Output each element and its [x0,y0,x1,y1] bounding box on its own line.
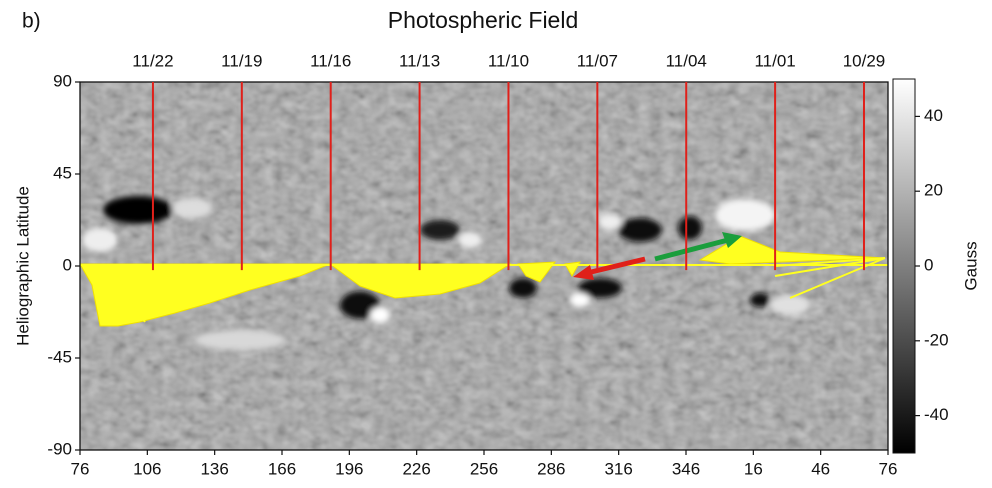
active-regions [82,196,810,350]
y-tick-label: -45 [47,347,72,366]
colorbar-tick-label: 0 [924,255,933,274]
x-tick-label: 136 [200,459,228,478]
x-tick-label: 226 [402,459,430,478]
date-marker-label: 10/29 [843,51,886,70]
field-map [80,82,888,450]
y-tick-label: 90 [53,71,72,90]
x-tick-label: 76 [879,459,898,478]
x-tick-label: 166 [268,459,296,478]
colorbar [892,78,916,454]
x-tick-label: 256 [470,459,498,478]
x-tick-label: 16 [744,459,763,478]
x-tick-label: 106 [133,459,161,478]
panel-label: b) [22,10,41,33]
x-tick-label: 316 [604,459,632,478]
y-tick-label: 0 [63,255,72,274]
y-axis-title: Heliographic Latitude [13,186,32,346]
colorbar-tick-label: 20 [924,181,943,200]
y-tick-label: -90 [47,439,72,458]
date-marker-label: 11/01 [754,51,795,70]
date-marker-label: 11/16 [310,51,351,70]
date-marker-label: 11/10 [488,51,529,70]
x-tick-label: 196 [335,459,363,478]
chart-title: Photospheric Field [388,7,579,33]
neutral-line-fans [80,235,886,327]
colorbar-label: Gauss [961,241,980,290]
x-tick-label: 346 [672,459,700,478]
x-tick-label: 286 [537,459,565,478]
date-marker-label: 11/19 [221,51,262,70]
colorbar-tick-label: 40 [924,106,943,125]
x-tick-label: 46 [811,459,830,478]
connection-lines [94,257,886,326]
colorbar-tick-label: -40 [924,405,949,424]
flux-arrows [573,232,742,280]
x-tick-label: 76 [71,459,90,478]
date-marker-label: 11/04 [666,51,707,70]
date-marker-label: 11/13 [399,51,440,70]
y-tick-label: 45 [53,163,72,182]
date-marker-label: 11/07 [577,51,618,70]
colorbar-tick-label: -20 [924,330,949,349]
date-marker-label: 11/22 [132,51,173,70]
